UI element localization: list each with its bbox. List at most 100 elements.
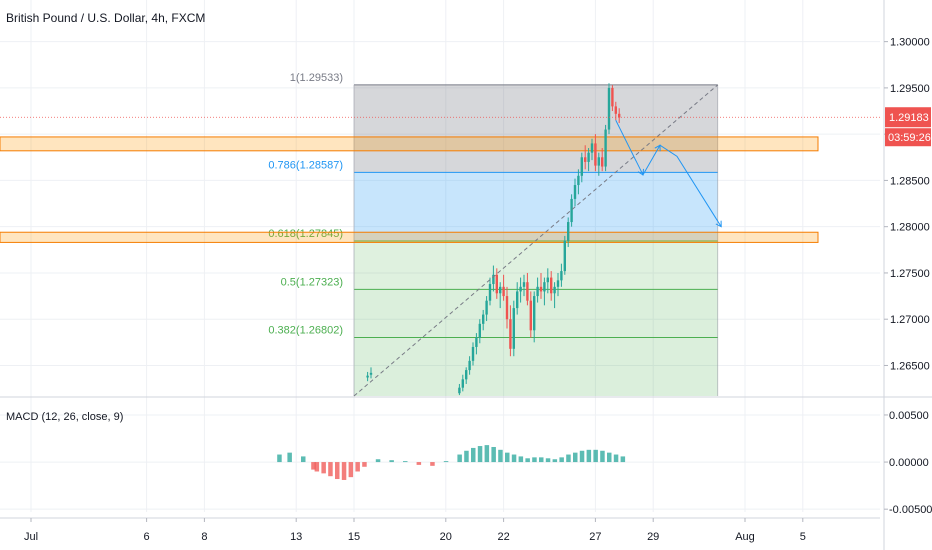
macd-histogram-bar xyxy=(328,462,333,477)
candle xyxy=(560,263,563,287)
price-tick-label: 1.30000 xyxy=(890,37,930,49)
candle xyxy=(519,277,522,303)
candle xyxy=(505,286,509,329)
trend-drawings[interactable] xyxy=(0,84,880,397)
candle xyxy=(556,272,560,297)
macd-histogram-bar xyxy=(335,462,340,480)
candle xyxy=(550,271,553,301)
time-tick-label: Jul xyxy=(24,531,38,543)
arrow-head xyxy=(654,144,661,152)
last-price-text: 1.29183 xyxy=(889,112,929,124)
candle xyxy=(597,152,600,176)
candle xyxy=(468,356,471,375)
candle xyxy=(369,367,373,379)
candle xyxy=(618,108,621,124)
fibonacci-retracement[interactable]: 1(1.29533) 0.786(1.28587) 0.618(1.27845) 0.… xyxy=(268,72,719,396)
time-axis[interactable]: Jul 6 8 13 15 20 22 27 29 Aug 5 xyxy=(24,518,806,543)
candle-body xyxy=(584,157,587,162)
time-tick-label: 6 xyxy=(144,531,150,543)
support-resistance-zones[interactable] xyxy=(0,136,819,243)
macd-histogram-bar xyxy=(287,452,292,463)
fib-band xyxy=(354,172,718,242)
candle-body xyxy=(580,157,583,176)
candle xyxy=(465,367,468,384)
macd-histogram-bar xyxy=(443,461,449,463)
fib-band xyxy=(354,241,718,290)
candle xyxy=(543,277,546,306)
macd-histogram-bar xyxy=(552,459,558,463)
macd-histogram-bar xyxy=(375,459,381,463)
candle xyxy=(475,333,478,355)
candle-body xyxy=(573,185,577,199)
price-tick-label: 1.27500 xyxy=(890,268,930,280)
candle-body xyxy=(536,286,539,297)
candle xyxy=(611,85,614,112)
candle-body xyxy=(519,286,522,292)
price-tick-label: 1.28000 xyxy=(890,222,930,234)
candle-body xyxy=(505,296,509,320)
macd-histogram-bar xyxy=(457,454,462,463)
candle xyxy=(553,282,556,309)
macd-histogram-bar xyxy=(389,460,394,463)
macd-histogram-bar xyxy=(620,456,626,463)
candle-body xyxy=(611,87,614,107)
candle-body xyxy=(594,143,597,166)
candle-body xyxy=(495,274,498,294)
macd-histogram-bar xyxy=(355,462,360,472)
candle xyxy=(573,178,577,207)
time-tick-label: 15 xyxy=(348,531,360,543)
candle-body xyxy=(478,323,481,338)
candle xyxy=(458,383,461,396)
time-tick-label: 13 xyxy=(290,531,302,543)
candle-body xyxy=(502,286,505,297)
candle xyxy=(570,194,573,227)
candle-body xyxy=(529,300,532,331)
macd-histogram-bar xyxy=(416,462,422,465)
macd-histogram-bar xyxy=(484,445,490,463)
candle xyxy=(601,148,604,172)
candle-body xyxy=(587,152,590,162)
candle xyxy=(526,272,529,306)
price-tick-label: 1.27000 xyxy=(890,314,930,326)
candle-body xyxy=(509,319,512,349)
macd-histogram-bar xyxy=(362,462,367,467)
macd-histogram-bar xyxy=(477,446,483,463)
candle xyxy=(563,235,566,275)
macd-histogram-bar xyxy=(586,449,592,463)
candle-body xyxy=(471,346,475,361)
price-tick-label: 1.29500 xyxy=(890,83,930,95)
candle-body xyxy=(570,198,573,223)
candle xyxy=(546,268,549,294)
macd-histogram-bar xyxy=(545,458,551,463)
candle xyxy=(495,268,498,299)
macd-label: MACD (12, 26, close, 9) xyxy=(6,411,123,423)
candle-body xyxy=(614,106,617,114)
time-tick-label: 29 xyxy=(647,531,659,543)
candle xyxy=(502,274,505,301)
candle-body xyxy=(465,370,468,380)
candle-body xyxy=(607,87,611,130)
macd-histogram-bar xyxy=(498,449,503,463)
fib-trend-line xyxy=(353,84,719,397)
price-zone xyxy=(0,136,819,152)
macd-histogram-bar xyxy=(613,454,619,463)
candle-body xyxy=(563,240,566,272)
countdown-badge xyxy=(885,128,931,147)
candle-body xyxy=(601,157,604,167)
macd-histogram-bar xyxy=(341,462,347,480)
candle-body xyxy=(512,308,515,349)
candle-body xyxy=(468,360,471,371)
macd-histogram-bar xyxy=(559,457,564,463)
time-tick-label: Aug xyxy=(735,531,755,543)
fib-band xyxy=(354,289,718,338)
candle xyxy=(536,277,539,303)
macd-histogram-bar xyxy=(607,452,612,463)
fib-level-label: 0.786(1.28587) xyxy=(268,159,343,171)
macd-histogram-bar xyxy=(511,454,517,463)
candle xyxy=(522,274,526,297)
candle xyxy=(577,169,580,195)
price-axis[interactable]: 1.300001.295001.290001.285001.280001.275… xyxy=(883,0,932,550)
candle-body xyxy=(604,129,607,167)
macd-histogram-bar xyxy=(525,458,530,463)
